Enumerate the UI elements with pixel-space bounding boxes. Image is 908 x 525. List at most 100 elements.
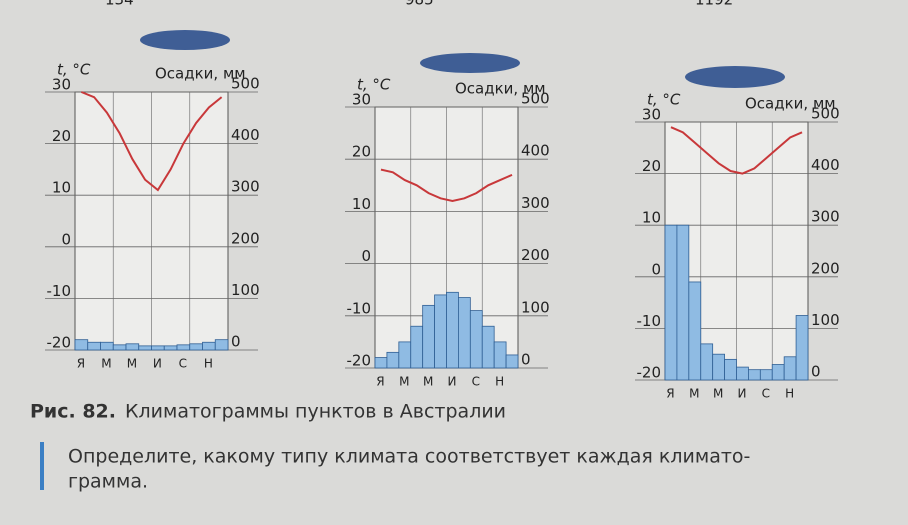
y-tick-label: -10	[347, 299, 372, 317]
x-tick-label: С	[472, 375, 481, 389]
line	[670, 126, 803, 175]
clouds	[140, 30, 785, 88]
y-tick-label: 30	[642, 106, 661, 124]
bar	[688, 281, 702, 381]
bar	[759, 369, 773, 381]
x-tick-label: Я	[376, 375, 385, 389]
y2-tick-label: 0	[231, 333, 241, 351]
y2-tick-label: 400	[521, 142, 550, 160]
x-tick-label: М	[713, 387, 724, 401]
y2-tick-label: 0	[521, 351, 531, 369]
bar	[493, 341, 507, 369]
bar	[676, 224, 690, 381]
y-tick-label: 10	[52, 179, 71, 197]
y-tick-label: 10	[642, 209, 661, 227]
bar	[398, 341, 412, 369]
y-axis-label: t, °C	[647, 91, 681, 109]
bar	[74, 339, 89, 351]
y2-tick-label: 500	[521, 90, 550, 108]
bar	[163, 345, 178, 351]
bar	[724, 358, 737, 381]
y-tick-label: -10	[47, 282, 72, 300]
y2-tick-label: 100	[521, 298, 550, 316]
x-tick-label: Н	[495, 375, 505, 389]
y-tick-label: 0	[361, 247, 371, 265]
annotation: 1192	[695, 0, 733, 9]
x-tick-label: Н	[785, 387, 795, 401]
caption-text: Климатограммы пунктов в Австралии	[125, 401, 506, 423]
bar	[458, 297, 471, 369]
bar	[112, 344, 127, 351]
y2-tick-label: 300	[521, 194, 550, 212]
annotation: 134	[105, 0, 134, 9]
y2-axis-label: Осадки, мм	[155, 65, 246, 83]
y2-tick-label: 200	[811, 259, 840, 277]
bar	[795, 315, 809, 381]
question-line: Определите, какому типу климата соответс…	[68, 446, 750, 468]
y-axis-label: t, °C	[57, 61, 91, 79]
y-tick-label: -20	[47, 334, 72, 352]
bar	[151, 345, 165, 351]
bar	[100, 341, 114, 351]
y-tick-label: -20	[347, 352, 372, 370]
bar	[783, 356, 797, 381]
y-tick-label: -20	[637, 364, 662, 382]
y2-tick-label: 200	[521, 246, 550, 264]
x-tick-label: М	[423, 375, 434, 389]
x-tick-label: М	[101, 357, 112, 371]
x-tick-label: С	[179, 357, 188, 371]
line	[80, 91, 223, 192]
y2-tick-label: 100	[811, 311, 840, 329]
bar	[664, 224, 678, 381]
bar	[469, 310, 483, 369]
bar	[736, 366, 749, 381]
x-tick-label: М	[127, 357, 138, 371]
y-tick-label: -10	[637, 312, 662, 330]
bar	[214, 339, 229, 351]
y-tick-label: 20	[352, 143, 371, 161]
y-tick-label: 30	[52, 76, 71, 94]
y-tick-label: 10	[352, 195, 371, 213]
bar	[125, 343, 140, 351]
x-tick-label: С	[762, 387, 771, 401]
bar	[138, 345, 152, 351]
y2-tick-label: 200	[231, 229, 260, 247]
line	[380, 168, 513, 202]
bar	[374, 357, 388, 369]
bar	[446, 291, 459, 369]
bar	[422, 304, 435, 369]
y2-tick-label: 300	[231, 178, 260, 196]
bar	[202, 341, 216, 351]
x-tick-label: Н	[204, 357, 214, 371]
y-tick-label: 0	[61, 230, 71, 248]
x-tick-label: И	[153, 357, 163, 371]
bar	[434, 294, 447, 369]
x-tick-label: М	[399, 375, 410, 389]
bar	[481, 325, 495, 369]
y-axis-label: t, °C	[357, 76, 391, 94]
bar	[87, 341, 101, 351]
x-tick-label: И	[737, 387, 747, 401]
y2-tick-label: 400	[811, 156, 840, 174]
bar	[505, 354, 519, 369]
bar	[748, 369, 761, 381]
y2-tick-label: 300	[811, 208, 840, 226]
y-tick-label: 0	[651, 260, 661, 278]
question-bar	[40, 442, 44, 490]
y2-tick-label: 500	[231, 75, 260, 93]
y-tick-label: 20	[642, 157, 661, 175]
y2-axis-label: Осадки, мм	[455, 80, 546, 98]
bar	[700, 343, 714, 381]
bar	[386, 351, 400, 369]
bar	[176, 344, 191, 351]
bar	[712, 353, 725, 381]
caption-label: Рис. 82.	[30, 401, 116, 423]
y-tick-label: 30	[352, 91, 371, 109]
y2-tick-label: 500	[811, 105, 840, 123]
question-line: грамма.	[68, 471, 148, 493]
bar	[189, 343, 203, 351]
x-tick-label: Я	[77, 357, 86, 371]
annotation: 985	[405, 0, 434, 9]
